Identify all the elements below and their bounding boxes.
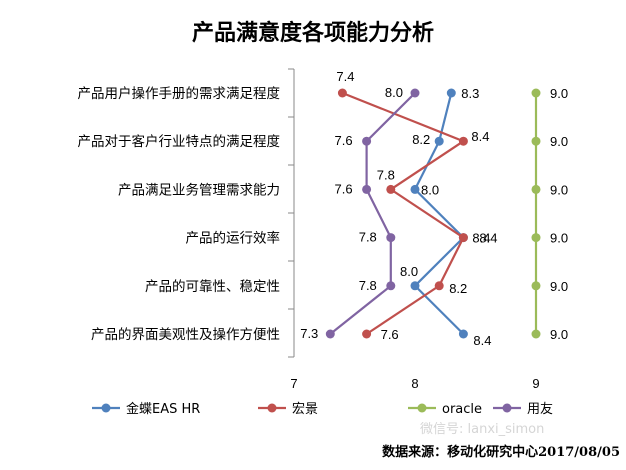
data-label: 9.0 [550,327,568,342]
data-label: 8.4 [479,231,497,246]
data-point [386,281,396,291]
data-label: 8.2 [449,281,467,296]
data-point [325,329,335,339]
data-label: 7.3 [300,326,318,341]
series-1: 7.4 8.4 7.8 8.4 8.2 7.6 [336,69,497,342]
source-text: 数据来源：移动化研究中心2017/08/05 [382,444,620,460]
series-layer: 8.38.28.08.48.08.47.48.47.88.48.27.69.09… [300,69,568,348]
data-label: 9.0 [550,182,568,197]
legend-item: 用友 [493,401,553,417]
legend-marker [417,403,427,413]
category-labels: 产品用户操作手册的需求满足程度产品对于客户行业特点的满足程度产品满足业务管理需求… [78,85,281,343]
data-point [386,233,396,243]
data-label: 8.0 [400,264,418,279]
data-label: 7.6 [381,327,399,342]
data-point [531,184,541,194]
data-point [410,281,420,291]
data-point [458,136,468,146]
data-point [446,88,456,98]
data-point [410,184,420,194]
legend-marker [101,403,111,413]
data-point [362,184,372,194]
legend-label: oracle [442,402,482,417]
x-tick-label: 9 [532,376,539,391]
data-label: 9.0 [550,279,568,294]
data-label: 8.4 [473,333,491,348]
x-tick-labels: 7 8 9 [290,376,539,391]
watermark: 微信号: lanxi_simon [420,422,544,437]
data-label: 7.4 [336,69,354,84]
legend-item: 金蝶EAS HR [92,401,200,417]
category-label: 产品的运行效率 [186,230,281,247]
data-label: 8.2 [412,132,430,147]
data-label: 9.0 [550,231,568,246]
legend-marker [267,403,277,413]
data-label: 9.0 [550,86,568,101]
series-line [329,92,416,335]
data-point [531,329,541,339]
legend-item: oracle [408,402,482,417]
data-label: 8.4 [472,231,490,246]
category-label: 产品用户操作手册的需求满足程度 [78,85,281,102]
data-label: 8.4 [471,129,489,144]
data-label: 7.6 [335,133,353,148]
category-label: 产品满足业务管理需求能力 [118,182,280,198]
data-label: 7.8 [359,278,377,293]
data-label: 7.8 [377,167,395,182]
data-label: 8.3 [461,86,479,101]
data-point [362,329,372,339]
data-label: 7.6 [335,181,353,196]
data-point [337,88,347,98]
legend: 金蝶EAS HR 宏景 oracle 用友 [92,401,553,417]
legend-item: 宏景 [258,402,318,417]
legend-label: 用友 [527,401,553,417]
data-point [434,281,444,291]
data-point [434,136,444,146]
category-axis [288,68,295,358]
series-0: 8.3 8.2 8.0 8.4 8.0 8.4 [400,86,491,348]
data-point [458,329,468,339]
data-point [458,233,468,243]
data-point [362,136,372,146]
watermark-text: 微信号: lanxi_simon [420,422,544,437]
x-tick-label: 8 [411,376,418,391]
data-point [531,88,541,98]
legend-marker [502,403,512,413]
data-label: 9.0 [550,134,568,149]
series-2: 9.0 9.0 9.0 9.0 9.0 9.0 [531,86,568,342]
series-line [341,91,466,335]
category-label: 产品的可靠性、稳定性 [145,279,280,295]
chart-title: 产品满意度各项能力分析 [192,20,434,46]
data-point [386,184,396,194]
data-point [531,233,541,243]
data-label: 8.0 [385,85,403,100]
series-3: 8.0 7.6 7.6 7.8 7.8 7.3 [300,85,420,341]
data-label: 8.0 [421,182,439,197]
category-label: 产品的界面美观性及操作方便性 [91,327,280,343]
legend-label: 宏景 [292,402,318,417]
data-point [410,88,420,98]
x-tick-label: 7 [290,376,297,391]
data-point [531,136,541,146]
data-label: 7.8 [359,230,377,245]
data-point [531,281,541,291]
category-label: 产品对于客户行业特点的满足程度 [78,133,281,150]
legend-label: 金蝶EAS HR [126,401,200,417]
